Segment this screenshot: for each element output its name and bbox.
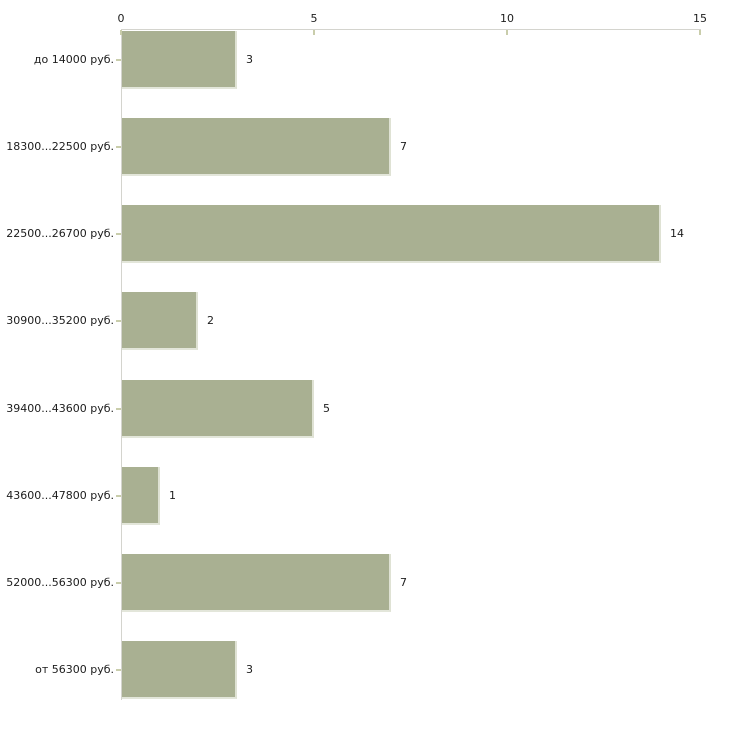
category-label: 52000...56300 руб. xyxy=(6,576,114,589)
category-tick xyxy=(116,582,121,584)
category-label: 39400...43600 руб. xyxy=(6,402,114,415)
category-tick xyxy=(116,408,121,410)
category-label: 18300...22500 руб. xyxy=(6,140,114,153)
y-axis-line xyxy=(121,29,122,700)
value-label: 7 xyxy=(400,140,407,153)
value-label: 3 xyxy=(246,53,253,66)
category-tick xyxy=(116,495,121,497)
category-tick xyxy=(116,59,121,61)
value-label: 14 xyxy=(670,227,684,240)
value-label: 1 xyxy=(169,489,176,502)
category-label: 22500...26700 руб. xyxy=(6,227,114,240)
bar xyxy=(122,205,661,263)
bar xyxy=(122,554,391,612)
bar xyxy=(122,467,160,525)
category-label: от 56300 руб. xyxy=(35,663,114,676)
bar xyxy=(122,118,391,176)
x-axis-tick-label: 15 xyxy=(693,12,707,25)
x-axis-tick-label: 10 xyxy=(500,12,514,25)
bar xyxy=(122,31,237,89)
value-label: 2 xyxy=(207,314,214,327)
x-axis-tick-label: 0 xyxy=(117,12,125,25)
x-axis-tick xyxy=(699,30,701,35)
x-axis-tick xyxy=(506,30,508,35)
category-tick xyxy=(116,320,121,322)
value-label: 7 xyxy=(400,576,407,589)
bar xyxy=(122,292,198,350)
category-label: до 14000 руб. xyxy=(33,53,114,66)
category-tick xyxy=(116,669,121,671)
x-axis-tick xyxy=(313,30,315,35)
bar xyxy=(122,641,237,699)
value-label: 3 xyxy=(246,663,253,676)
category-label: 30900...35200 руб. xyxy=(6,314,114,327)
x-axis-line xyxy=(121,29,701,30)
category-tick xyxy=(116,233,121,235)
category-label: 43600...47800 руб. xyxy=(6,489,114,502)
x-axis-tick xyxy=(120,30,122,35)
x-axis-tick-label: 5 xyxy=(310,12,318,25)
value-label: 5 xyxy=(323,402,330,415)
bar xyxy=(122,380,314,438)
category-tick xyxy=(116,146,121,148)
